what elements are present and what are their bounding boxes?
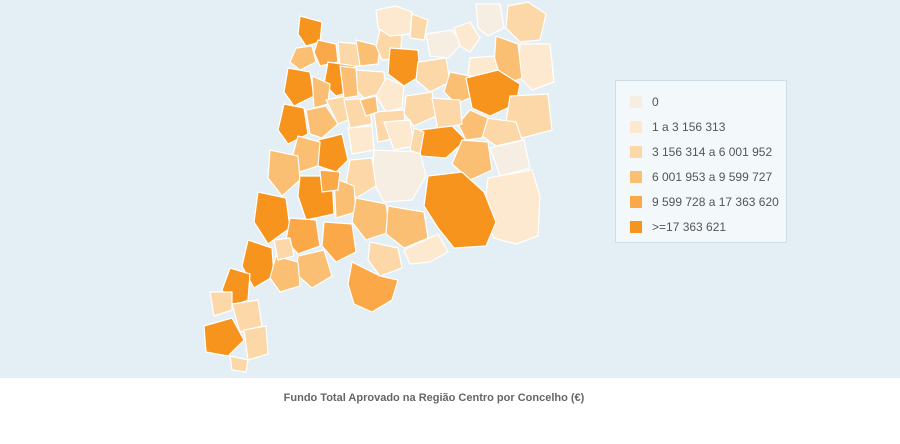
municipality-region[interactable]	[347, 261, 399, 313]
municipality-region[interactable]	[203, 317, 245, 357]
municipality-region[interactable]	[297, 15, 323, 47]
municipality-region[interactable]	[423, 171, 497, 249]
legend-label: 0	[652, 94, 659, 109]
municipality-region[interactable]	[283, 67, 315, 107]
legend-item[interactable]: 9 599 728 a 17 363 620	[630, 189, 786, 214]
municipality-region[interactable]	[229, 355, 249, 373]
municipality-region[interactable]	[517, 43, 555, 91]
legend-item[interactable]: 0	[630, 89, 786, 114]
municipality-region[interactable]	[209, 291, 233, 317]
municipality-region[interactable]	[231, 299, 263, 333]
municipality-region[interactable]	[355, 39, 381, 67]
municipality-region[interactable]	[371, 149, 427, 203]
municipality-region[interactable]	[321, 221, 357, 263]
municipality-region[interactable]	[339, 65, 359, 99]
municipality-region[interactable]	[403, 91, 437, 127]
map-legend: 0 1 a 3 156 313 3 156 314 a 6 001 952 6 …	[615, 80, 787, 243]
municipality-region[interactable]	[317, 133, 349, 173]
municipality-region[interactable]	[505, 1, 547, 43]
legend-label: >=17 363 621	[652, 219, 727, 234]
municipality-region[interactable]	[351, 197, 391, 241]
municipality-region[interactable]	[383, 119, 415, 151]
municipality-region[interactable]	[451, 139, 493, 181]
municipality-region[interactable]	[431, 97, 463, 131]
municipality-region[interactable]	[269, 255, 301, 293]
municipality-region[interactable]	[313, 39, 339, 67]
legend-swatch	[630, 170, 642, 183]
municipality-region[interactable]	[267, 149, 301, 197]
map-area: 0 1 a 3 156 313 3 156 314 a 6 001 952 6 …	[0, 0, 900, 378]
legend-swatch	[630, 145, 642, 158]
municipality-region[interactable]	[415, 57, 451, 93]
legend-item[interactable]: >=17 363 621	[630, 214, 786, 239]
municipality-region[interactable]	[347, 125, 375, 155]
legend-label: 9 599 728 a 17 363 620	[652, 194, 779, 209]
legend-swatch	[630, 220, 642, 233]
municipality-region[interactable]	[295, 249, 333, 289]
municipality-region[interactable]	[409, 127, 425, 155]
municipality-region[interactable]	[483, 169, 541, 245]
municipality-region[interactable]	[243, 325, 269, 361]
legend-swatch	[630, 120, 642, 133]
legend-item[interactable]: 6 001 953 a 9 599 727	[630, 164, 786, 189]
municipality-region[interactable]	[409, 13, 429, 41]
municipality-region[interactable]	[387, 47, 421, 87]
municipality-region[interactable]	[305, 105, 339, 139]
municipality-region[interactable]	[285, 217, 321, 255]
municipality-region[interactable]	[253, 191, 291, 245]
municipality-region[interactable]	[453, 21, 481, 53]
legend-label: 1 a 3 156 313	[652, 119, 726, 134]
legend-label: 3 156 314 a 6 001 952	[652, 144, 773, 159]
map-caption: Fundo Total Aprovado na Região Centro po…	[283, 392, 585, 404]
municipality-region[interactable]	[489, 139, 531, 177]
municipality-region[interactable]	[425, 29, 463, 59]
legend-label: 6 001 953 a 9 599 727	[652, 169, 773, 184]
municipality-region[interactable]	[375, 77, 405, 113]
municipality-region[interactable]	[385, 205, 429, 249]
municipality-region[interactable]	[403, 233, 449, 265]
municipality-region[interactable]	[367, 241, 403, 277]
legend-item[interactable]: 1 a 3 156 313	[630, 114, 786, 139]
municipality-region[interactable]	[273, 237, 295, 261]
municipality-region[interactable]	[359, 95, 379, 117]
legend-swatch	[630, 195, 642, 208]
choropleth-map	[203, 1, 555, 373]
legend-swatch	[630, 95, 642, 108]
municipality-region[interactable]	[475, 3, 505, 37]
municipality-region[interactable]	[289, 45, 317, 71]
legend-item[interactable]: 3 156 314 a 6 001 952	[630, 139, 786, 164]
municipality-region[interactable]	[319, 169, 341, 193]
